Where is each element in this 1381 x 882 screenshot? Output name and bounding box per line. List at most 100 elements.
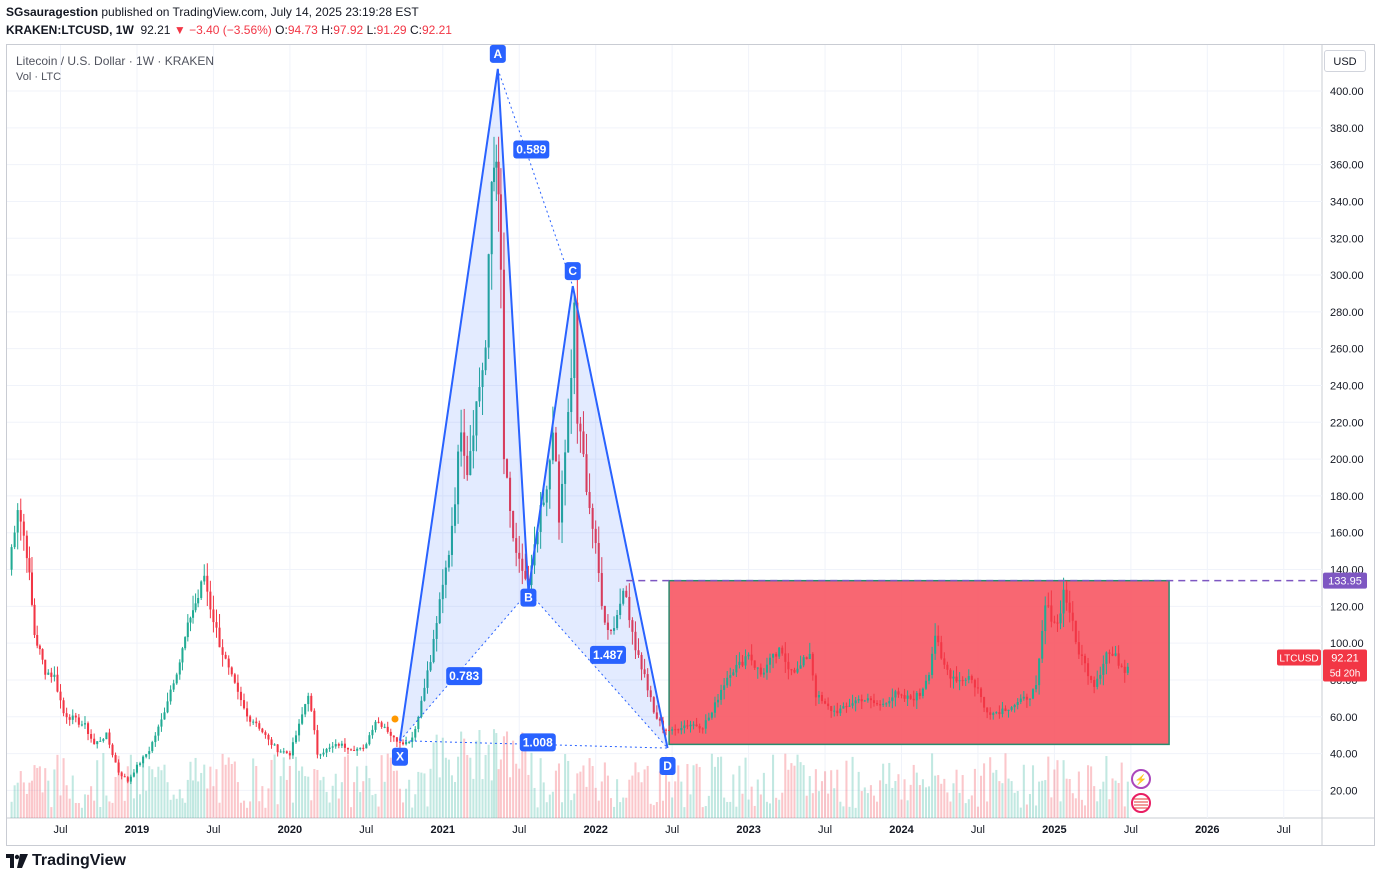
y-tick-label: 280.00 bbox=[1330, 307, 1364, 319]
pattern-triangle-xab bbox=[399, 68, 529, 741]
volume-bar bbox=[212, 786, 215, 818]
candle-body bbox=[316, 730, 319, 755]
volume-bar bbox=[640, 782, 643, 818]
volume-bar bbox=[166, 782, 169, 818]
volume-bar bbox=[567, 760, 570, 818]
volume-bar bbox=[1074, 798, 1077, 818]
candle-body bbox=[955, 676, 958, 682]
candle-body bbox=[1019, 698, 1022, 703]
volume-bar bbox=[279, 776, 282, 818]
candle-body bbox=[854, 700, 857, 704]
volume-bar bbox=[713, 766, 716, 818]
candle-body bbox=[600, 573, 603, 606]
price-tag-countdown: 5d 20h bbox=[1330, 668, 1361, 679]
candle-body bbox=[68, 717, 71, 720]
candle-body bbox=[310, 695, 313, 711]
volume-legend[interactable]: Vol · LTC bbox=[16, 71, 62, 83]
volume-bar bbox=[194, 757, 197, 818]
candle-body bbox=[655, 712, 658, 719]
candle-body bbox=[273, 744, 276, 746]
candle-body bbox=[126, 777, 129, 782]
point-label-x: X bbox=[391, 747, 408, 766]
author-name[interactable]: SGsauragestion bbox=[6, 5, 99, 19]
volume-bar bbox=[1093, 786, 1096, 818]
volume-bar bbox=[261, 786, 264, 818]
candle-body bbox=[811, 653, 814, 676]
volume-bar bbox=[1031, 765, 1035, 818]
candle-body bbox=[1010, 707, 1013, 710]
currency-button[interactable]: USD bbox=[1324, 50, 1366, 72]
candle-body bbox=[417, 716, 420, 730]
events-icon[interactable] bbox=[1131, 769, 1151, 789]
volume-bar bbox=[10, 801, 13, 818]
volume-bar bbox=[22, 782, 25, 818]
candle-body bbox=[298, 723, 301, 736]
volume-bar bbox=[539, 758, 542, 818]
volume-bar bbox=[246, 807, 249, 818]
candle-body bbox=[885, 703, 888, 705]
volume-bar bbox=[331, 785, 334, 818]
candle-body bbox=[1013, 704, 1016, 708]
candle-body bbox=[160, 719, 163, 727]
candle-body bbox=[487, 254, 490, 348]
volume-bar bbox=[937, 775, 940, 818]
volume-bar bbox=[775, 797, 778, 818]
volume-bar bbox=[33, 765, 36, 818]
volume-bar bbox=[799, 762, 802, 818]
volume-bar bbox=[270, 759, 273, 818]
tradingview-logo-icon bbox=[6, 854, 28, 868]
candle-body bbox=[658, 718, 661, 721]
candle-body bbox=[551, 432, 554, 461]
published-text: published on TradingView.com, July 14, 2… bbox=[101, 5, 419, 19]
volume-bar bbox=[906, 800, 909, 818]
candle-body bbox=[16, 510, 19, 533]
candle-body bbox=[573, 302, 576, 379]
price-change: −3.40 (−3.56%) bbox=[189, 23, 272, 37]
volume-bar bbox=[74, 802, 77, 818]
candle-body bbox=[1001, 708, 1004, 715]
volume-bar bbox=[851, 756, 854, 818]
candle-body bbox=[466, 455, 469, 476]
ratio-label-bd: 1.487 bbox=[589, 645, 626, 664]
candle-body bbox=[212, 609, 215, 623]
volume-bar bbox=[802, 765, 805, 818]
footer-brand[interactable]: TradingView bbox=[6, 852, 126, 870]
candle-body bbox=[239, 691, 242, 701]
volume-bar bbox=[71, 775, 74, 818]
candle-body bbox=[307, 695, 310, 705]
us-flag-icon[interactable] bbox=[1131, 793, 1151, 813]
volume-bar bbox=[961, 775, 964, 818]
chart-legend-title[interactable]: Litecoin / U.S. Dollar · 1W · KRAKEN bbox=[16, 54, 215, 68]
volume-bar bbox=[817, 791, 820, 818]
range-zone-rectangle[interactable] bbox=[668, 579, 1170, 746]
volume-bar bbox=[934, 775, 937, 818]
candle-body bbox=[790, 669, 793, 671]
candle-body bbox=[337, 744, 340, 746]
volume-bar bbox=[509, 777, 512, 818]
candle-body bbox=[814, 675, 817, 698]
volume-bar bbox=[457, 756, 460, 818]
candle-body bbox=[294, 735, 298, 743]
candle-body bbox=[505, 459, 509, 478]
candle-body bbox=[646, 674, 649, 691]
volume-bar bbox=[1001, 783, 1004, 818]
volume-bar bbox=[707, 795, 710, 818]
candle-body bbox=[683, 725, 686, 729]
volume-bar bbox=[30, 780, 34, 818]
volume-bar bbox=[964, 803, 967, 818]
volume-bar bbox=[1035, 805, 1038, 818]
volume-bar bbox=[866, 793, 869, 818]
volume-bar bbox=[1077, 771, 1080, 818]
volume-bar bbox=[897, 774, 900, 818]
price-tag-bg bbox=[1323, 649, 1367, 682]
volume-bar bbox=[83, 794, 87, 818]
candle-body bbox=[414, 729, 417, 738]
candle-body bbox=[888, 701, 891, 704]
harmonic-pattern[interactable]: X A B C D 0.589 0.783 1.487 1.008 bbox=[391, 44, 676, 776]
symbol-tag-bg bbox=[1277, 649, 1321, 666]
candle-body bbox=[478, 387, 481, 402]
candle-body bbox=[322, 752, 325, 755]
volume-bar bbox=[1099, 789, 1102, 818]
pattern-ratio-line bbox=[497, 68, 574, 287]
